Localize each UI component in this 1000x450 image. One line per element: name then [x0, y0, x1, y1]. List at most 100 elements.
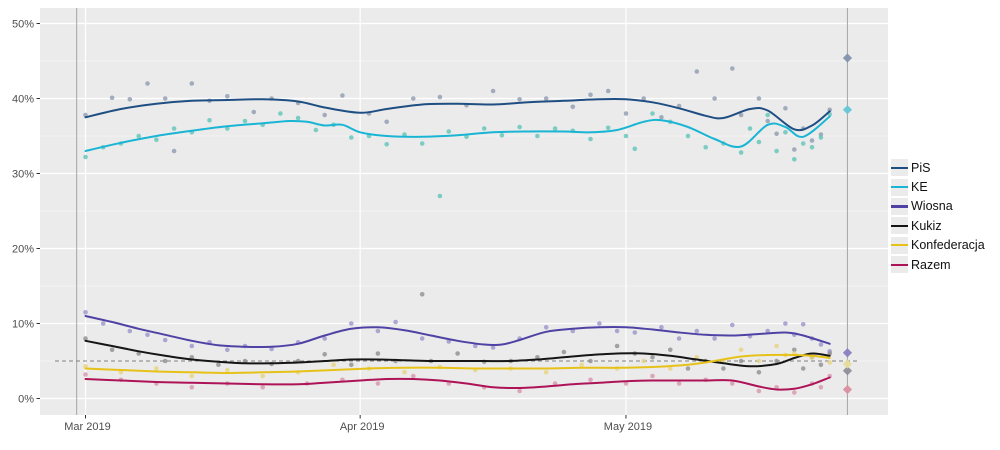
poll-point-ke	[703, 145, 708, 150]
poll-point-kukiz	[685, 366, 691, 371]
poll-point-ke	[623, 133, 629, 139]
poll-point-ke	[313, 127, 319, 133]
poll-point-pis	[225, 94, 230, 99]
poll-point-konfederacja	[774, 343, 779, 349]
poll-point-konfederacja	[118, 370, 124, 375]
poll-point-kukiz	[650, 355, 655, 360]
poll-point-razem	[517, 388, 522, 394]
result-diamond-razem	[842, 384, 853, 395]
legend-key-line	[891, 205, 908, 208]
legend-key-swatch	[891, 159, 908, 177]
poll-point-wiosna	[694, 328, 700, 334]
poll-point-razem	[552, 381, 558, 386]
y-tick-label: 40%	[12, 93, 34, 105]
poll-point-pis	[659, 115, 664, 120]
poll-point-pis	[171, 148, 177, 154]
poll-point-pis	[783, 106, 788, 111]
poll-point-kukiz	[774, 358, 779, 364]
poll-point-pis	[145, 81, 150, 86]
poll-point-konfederacja	[154, 366, 159, 371]
y-tick-label: 50%	[12, 18, 34, 30]
poll-point-ke	[446, 129, 452, 134]
result-diamond-ke	[842, 105, 853, 115]
poll-point-pis	[322, 112, 328, 118]
legend-label: Konfederacja	[911, 238, 985, 253]
poll-point-wiosna	[83, 310, 88, 315]
poll-point-kukiz	[588, 358, 593, 364]
x-tick-label: Apr 2019	[340, 421, 385, 433]
poll-point-pis	[623, 111, 629, 116]
poll-point-kukiz	[419, 292, 425, 297]
poll-point-ke	[517, 124, 522, 130]
poll-point-razem	[650, 373, 655, 379]
poll-point-razem	[756, 388, 762, 394]
poll-point-ke	[552, 126, 558, 131]
poll-point-pis	[490, 88, 496, 94]
poll-point-razem	[83, 372, 88, 377]
poll-point-wiosna	[473, 343, 478, 349]
poll-point-kukiz	[109, 347, 115, 353]
poll-point-ke	[588, 136, 593, 142]
trend-line-ke	[84, 115, 831, 152]
poll-point-wiosna	[375, 328, 381, 334]
legend-key-line	[891, 244, 908, 247]
poll-point-pis	[127, 97, 133, 102]
legend-key-swatch	[891, 197, 908, 215]
poll-point-wiosna	[614, 328, 620, 334]
poll-point-pis	[411, 96, 416, 101]
poll-point-kukiz	[375, 351, 381, 356]
legend-key-swatch	[891, 178, 908, 196]
poll-point-kukiz	[162, 358, 168, 364]
result-diamond-wiosna	[842, 348, 853, 358]
poll-point-pis	[756, 96, 762, 101]
poll-point-konfederacja	[260, 373, 266, 379]
poll-point-kukiz	[738, 358, 744, 364]
poll-point-razem	[818, 385, 824, 390]
poll-point-ke	[419, 141, 425, 146]
poll-point-ke	[171, 126, 177, 131]
legend-entry-ke: KE	[891, 177, 985, 196]
poll-point-pis	[605, 88, 611, 94]
poll-point-ke	[499, 133, 505, 138]
poll-point-wiosna	[490, 345, 496, 350]
poll-point-ke	[242, 118, 248, 124]
legend-entry-razem: Razem	[891, 255, 985, 274]
poll-point-pis	[251, 109, 257, 115]
poll-point-ke	[136, 133, 141, 139]
poll-point-pis	[189, 81, 195, 86]
legend-entry-wiosna: Wiosna	[891, 197, 985, 216]
poll-point-kukiz	[668, 347, 673, 353]
legend-label: PiS	[911, 160, 931, 175]
poll-point-wiosna	[659, 325, 664, 330]
poll-point-konfederacja	[331, 362, 336, 368]
poll-point-ke	[738, 150, 744, 155]
legend-key-line	[891, 263, 908, 266]
legend: PiS KE Wiosna Kukiz Konfederacja Razem	[891, 158, 985, 274]
trend-line-pis	[84, 98, 831, 132]
legend-key-line	[891, 166, 908, 169]
legend-label: Razem	[911, 257, 951, 272]
poll-point-ke	[809, 145, 815, 150]
poll-point-wiosna	[100, 321, 106, 326]
poll-point-konfederacja	[402, 370, 407, 375]
poll-point-konfederacja	[83, 364, 88, 369]
poll-point-konfederacja	[543, 370, 549, 375]
legend-entry-kukiz: Kukiz	[891, 216, 985, 235]
poll-point-pis	[774, 131, 779, 137]
poll-point-wiosna	[145, 332, 150, 338]
y-tick-label: 10%	[12, 318, 34, 330]
poll-point-kukiz	[349, 362, 354, 368]
poll-point-ke	[650, 111, 655, 116]
poll-point-ke	[774, 148, 779, 154]
poll-point-razem	[588, 377, 593, 383]
legend-key-line	[891, 224, 908, 228]
poll-point-ke	[685, 133, 691, 139]
poll-point-pis	[570, 104, 576, 110]
poll-point-razem	[730, 381, 735, 386]
poll-point-kukiz	[756, 370, 762, 375]
poll-point-pis	[809, 138, 815, 143]
poll-point-kukiz	[721, 366, 726, 371]
poll-point-razem	[676, 381, 682, 386]
poll-point-ke	[535, 133, 540, 139]
poll-point-razem	[189, 385, 195, 390]
